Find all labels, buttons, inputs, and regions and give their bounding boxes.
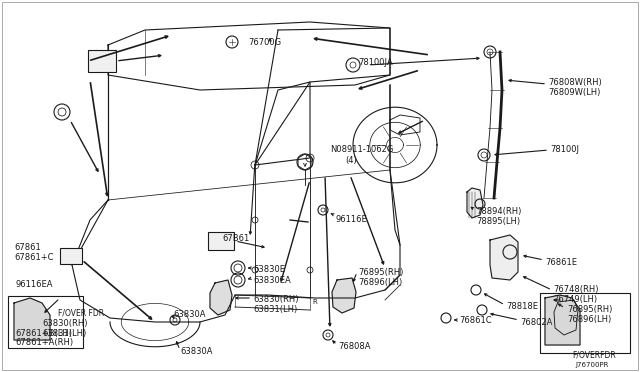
Text: 63831(LH): 63831(LH) — [253, 305, 297, 314]
Text: 96116EA: 96116EA — [15, 280, 52, 289]
Text: 76748(RH): 76748(RH) — [553, 285, 598, 294]
Text: 63830(RH): 63830(RH) — [253, 295, 298, 304]
Bar — [8, 296, 83, 348]
Text: 76896(LH): 76896(LH) — [358, 278, 403, 287]
Text: 67861+A(RH): 67861+A(RH) — [15, 338, 73, 347]
Text: 76861E: 76861E — [545, 258, 577, 267]
Polygon shape — [545, 295, 580, 345]
Text: 76861C: 76861C — [459, 316, 492, 325]
Text: F/OVER FDR: F/OVER FDR — [58, 308, 104, 317]
Text: 67861+C: 67861+C — [14, 253, 54, 262]
Text: 76896(LH): 76896(LH) — [567, 315, 611, 324]
Text: (4): (4) — [345, 156, 356, 165]
Text: 76749(LH): 76749(LH) — [553, 295, 597, 304]
Polygon shape — [332, 278, 356, 313]
Text: 76808W(RH): 76808W(RH) — [548, 78, 602, 87]
Text: 76700G: 76700G — [248, 38, 281, 47]
Text: 78100J: 78100J — [550, 145, 579, 154]
Text: 63830EA: 63830EA — [253, 276, 291, 285]
Text: F/OVERFDR: F/OVERFDR — [572, 350, 616, 359]
Bar — [208, 232, 234, 250]
Text: 76809W(LH): 76809W(LH) — [548, 88, 600, 97]
Text: 76808A: 76808A — [338, 342, 371, 351]
Text: 63830E: 63830E — [253, 265, 285, 274]
Text: N08911-1062G: N08911-1062G — [330, 145, 394, 154]
Text: 76895(RH): 76895(RH) — [358, 268, 403, 277]
Text: 96116E: 96116E — [335, 215, 367, 224]
Text: J76700PR: J76700PR — [575, 362, 609, 368]
Polygon shape — [210, 280, 232, 315]
Bar — [540, 293, 630, 353]
Text: 63830(RH): 63830(RH) — [42, 319, 88, 328]
Text: 78894(RH): 78894(RH) — [476, 207, 522, 216]
Text: 63830A: 63830A — [173, 310, 205, 319]
Text: 76802A: 76802A — [520, 318, 552, 327]
Text: 63830A: 63830A — [180, 347, 212, 356]
Text: 63831(LH): 63831(LH) — [42, 329, 86, 338]
Text: R: R — [312, 299, 317, 305]
Text: 78895(LH): 78895(LH) — [476, 217, 520, 226]
Text: 78100JA: 78100JA — [358, 58, 392, 67]
Polygon shape — [467, 188, 483, 218]
Text: 76895(RH): 76895(RH) — [567, 305, 612, 314]
Text: 67B61: 67B61 — [222, 234, 249, 243]
Text: 78818E: 78818E — [506, 302, 538, 311]
Polygon shape — [490, 235, 518, 280]
Bar — [60, 248, 82, 264]
Polygon shape — [14, 298, 50, 340]
Text: 67861: 67861 — [14, 243, 41, 252]
Bar — [88, 50, 116, 72]
Text: 67861+B(LH): 67861+B(LH) — [15, 329, 72, 338]
